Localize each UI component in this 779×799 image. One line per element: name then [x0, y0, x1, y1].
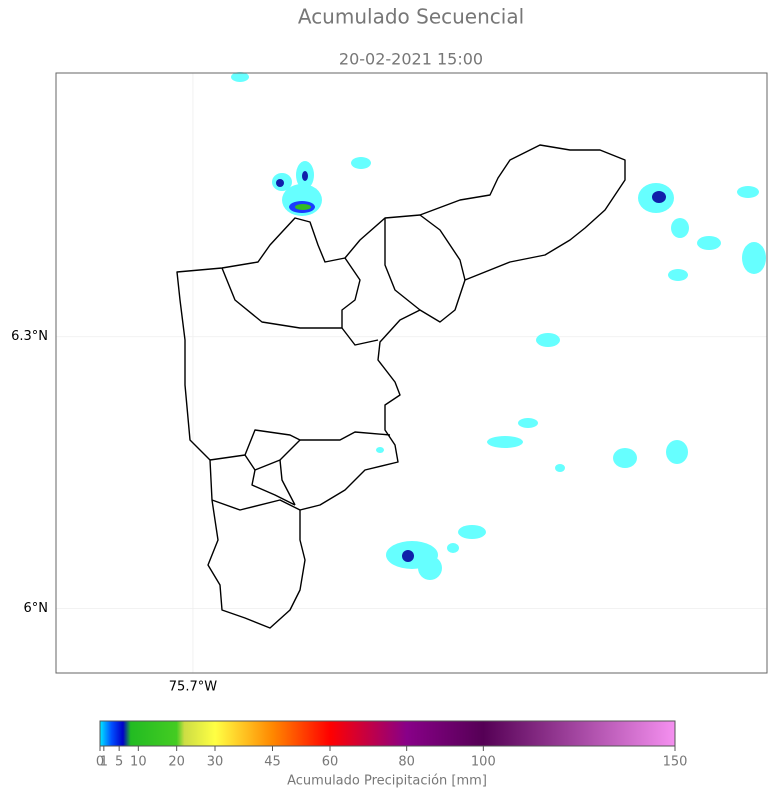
colorbar-label: Acumulado Precipitación [mm]	[287, 774, 487, 789]
municipal-boundary	[244, 439, 301, 471]
colorbar-tick-label: 0	[96, 755, 104, 770]
subtitle: 20-02-2021 15:00	[339, 50, 483, 69]
rain-cell	[536, 333, 560, 347]
lat-label: 6°N	[24, 601, 49, 616]
graticule	[56, 73, 767, 673]
municipal-boundary	[279, 459, 296, 506]
rain-cell	[555, 464, 565, 472]
rain-core	[276, 179, 284, 187]
map-frame	[55, 72, 768, 674]
municipal-boundary	[419, 214, 466, 281]
rain-cell	[487, 436, 523, 448]
lat-label: 6.3°N	[11, 329, 48, 344]
colorbar-tick-label: 80	[398, 755, 415, 770]
rain-cell	[458, 525, 486, 539]
rain-cell	[447, 543, 459, 553]
municipal-boundary	[211, 499, 301, 511]
colorbar	[99, 720, 676, 747]
colorbar-tick-label: 60	[322, 755, 339, 770]
rain-cell	[418, 556, 442, 580]
rain-cell	[697, 236, 721, 250]
rain-cell	[668, 269, 688, 281]
rain-cell	[671, 218, 689, 238]
colorbar-tick-label: 45	[264, 755, 281, 770]
colorbar-tick-label: 100	[471, 755, 496, 770]
precipitation	[231, 72, 766, 580]
colorbar-tick-label: 150	[663, 755, 688, 770]
rain-cell	[613, 448, 637, 468]
colorbar-tick-label: 10	[130, 755, 147, 770]
boundaries	[176, 144, 626, 629]
rain-cell	[351, 157, 371, 169]
municipal-boundary	[341, 257, 361, 328]
rain-core	[652, 191, 666, 203]
rain-cell	[737, 186, 759, 198]
rain-cell	[742, 242, 766, 274]
title: Acumulado Secuencial	[298, 5, 524, 29]
lon-label: 75.7°W	[169, 680, 217, 695]
municipal-boundary	[251, 469, 296, 506]
rain-core	[302, 171, 308, 181]
municipal-boundary	[221, 267, 379, 346]
municipal-boundary	[384, 218, 421, 311]
municipal-boundary	[209, 429, 391, 461]
rain-cell	[666, 440, 688, 464]
rain-core	[402, 550, 414, 562]
rain-cell	[518, 418, 538, 428]
colorbar-tick-label: 1	[100, 755, 108, 770]
colorbar-tick-label: 20	[168, 755, 185, 770]
rain-core	[295, 204, 311, 210]
colorbar-tick-label: 30	[207, 755, 224, 770]
rain-cell	[231, 72, 249, 82]
colorbar-tick-label: 5	[115, 755, 123, 770]
rain-cell	[376, 447, 384, 453]
